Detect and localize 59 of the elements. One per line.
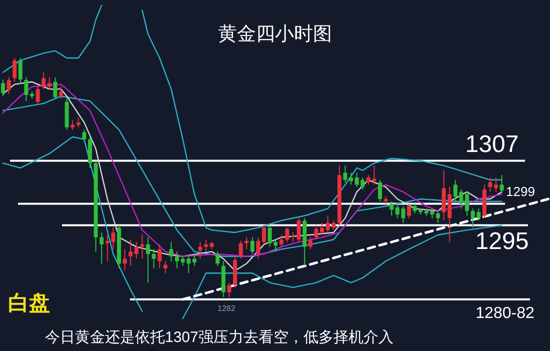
candlestick (349, 172, 353, 186)
candlestick (59, 86, 63, 100)
candlestick (465, 191, 469, 216)
candlestick (216, 251, 220, 266)
candlestick (407, 203, 411, 219)
candlestick (314, 224, 318, 240)
candlestick (18, 58, 22, 85)
candlestick (250, 236, 254, 254)
candlestick (494, 177, 498, 192)
candlestick (1, 79, 5, 97)
candlestick (436, 210, 440, 224)
candlestick (88, 136, 92, 168)
candlestick (291, 232, 295, 243)
candlestick (158, 244, 162, 269)
candlestick (279, 234, 284, 248)
candlestick (100, 232, 104, 264)
annotation: 白盘 (8, 290, 50, 315)
candlestick (42, 72, 46, 90)
candlestick (163, 260, 168, 274)
candlestick (36, 86, 40, 104)
text: 1282 (218, 304, 236, 313)
annotation: 1307 (465, 131, 519, 158)
candlestick (82, 129, 86, 142)
candlestick (6, 76, 11, 94)
candlestick (47, 76, 52, 90)
candlestick (140, 234, 144, 260)
candlestick (238, 240, 243, 260)
text: 1280-82 (476, 305, 534, 322)
candlestick (175, 251, 179, 269)
candlestick (12, 58, 17, 82)
annotation: 1299 (506, 184, 535, 199)
candlestick (262, 224, 266, 245)
annotation: 1295 (475, 228, 529, 255)
candlestick (390, 200, 394, 216)
candlestick (122, 248, 127, 272)
candlestick (296, 218, 301, 243)
candlestick (285, 227, 290, 243)
chart-title: 黄金四小时图 (218, 24, 332, 45)
candlestick (76, 117, 80, 128)
candlestick (53, 76, 58, 100)
candlestick (128, 239, 133, 266)
candlestick (134, 242, 138, 260)
candlestick (500, 174, 504, 192)
candlestick (169, 242, 174, 262)
candlestick (204, 239, 208, 252)
candlestick (70, 120, 75, 130)
text: 今日黄金还是依托1307强压力去看空，低多择机介入 (45, 329, 394, 346)
candlestick (343, 165, 348, 183)
candlestick (256, 236, 260, 260)
candlestick (192, 253, 196, 266)
candlestick (320, 222, 324, 236)
candlestick (227, 282, 232, 298)
candlestick (378, 179, 382, 202)
candlestick (308, 236, 312, 250)
candlestick (198, 242, 202, 260)
candlestick (24, 76, 28, 102)
candlestick (146, 236, 150, 284)
candlestick (152, 248, 156, 269)
candlestick (488, 177, 492, 192)
